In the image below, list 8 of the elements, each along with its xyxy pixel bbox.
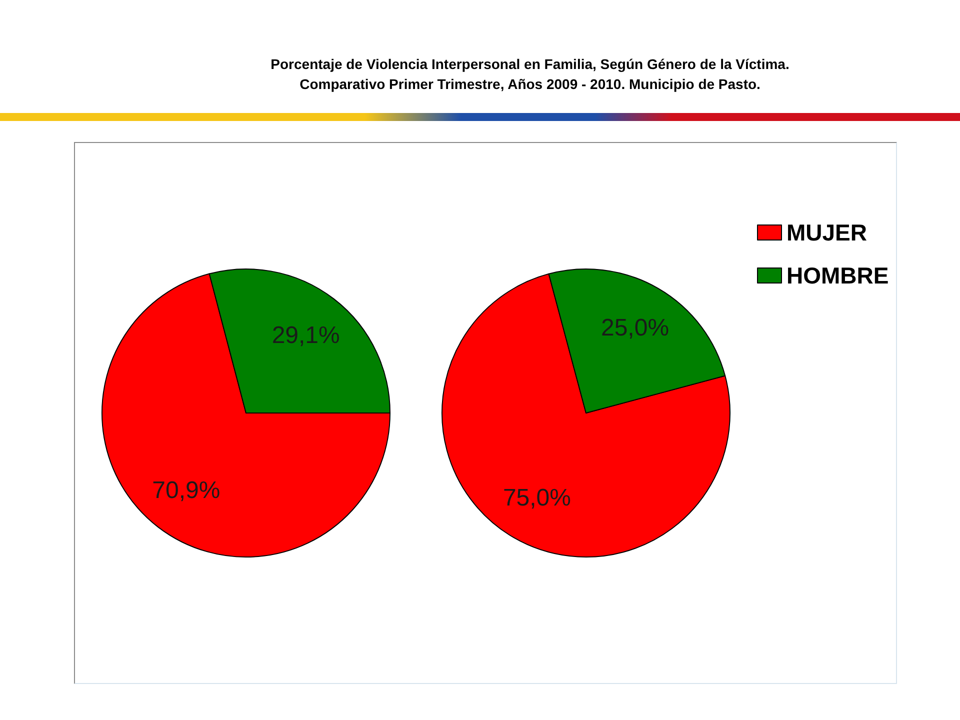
- legend-label: MUJER: [786, 220, 868, 246]
- data-label: 75,0%: [502, 484, 572, 512]
- data-label: 29,1%: [272, 322, 340, 349]
- data-label: 70,9%: [152, 477, 220, 504]
- chart-title: Porcentaje de Violencia Interpersonal en Familia, Según Género de la Víctima.: [270, 56, 790, 72]
- chart-subtitle: Comparativo Primer Trimestre, Años 2009 - 2010. Municipio de Pasto.: [300, 76, 760, 92]
- data-label: 25,0%: [600, 314, 670, 342]
- legend-label: HOMBRE: [786, 262, 889, 288]
